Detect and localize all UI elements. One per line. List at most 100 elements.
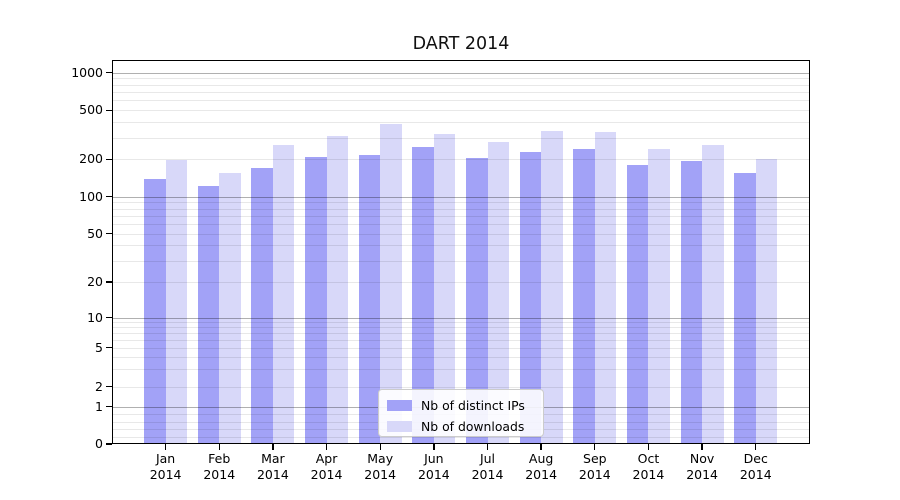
bar-ips-feb xyxy=(197,185,220,444)
gridline-minor xyxy=(112,84,810,86)
bar-downloads-mar xyxy=(272,144,295,444)
x-tick-label-jun: Jun 2014 xyxy=(417,451,450,482)
x-tick-mark xyxy=(325,444,328,450)
y-tick-label: 10 xyxy=(87,309,103,325)
x-tick-mark xyxy=(433,444,435,450)
y-tick-label: 50 xyxy=(87,225,103,241)
bar-downloads-nov xyxy=(702,145,724,444)
y-tick-mark xyxy=(106,443,112,445)
bar-ips-aug xyxy=(519,151,542,444)
gridline-minor xyxy=(112,233,810,235)
gridline-major xyxy=(112,317,810,319)
bar-downloads-apr xyxy=(326,135,349,444)
gridline-minor xyxy=(112,260,810,262)
bar-ips-jul xyxy=(466,157,488,444)
x-tick-label-jan: Jan 2014 xyxy=(149,451,182,482)
x-tick-mark xyxy=(218,444,220,450)
legend-label: Nb of distinct IPs xyxy=(421,397,525,413)
bar-ips-mar xyxy=(251,167,273,444)
legend-item: Nb of downloads xyxy=(387,417,535,435)
bar-downloads-jun xyxy=(433,133,456,444)
y-tick-mark xyxy=(106,232,112,235)
gridline-minor xyxy=(112,282,810,283)
legend: Nb of distinct IPs Nb of downloads xyxy=(378,389,544,437)
bars-layer xyxy=(112,60,810,444)
bar-downloads-jan xyxy=(165,160,188,444)
x-tick-label-mar: Mar 2014 xyxy=(256,451,289,482)
bar-downloads-dec xyxy=(755,159,778,444)
gridline-minor xyxy=(112,332,810,334)
x-tick-label-nov: Nov 2014 xyxy=(686,451,718,482)
bar-ips-may xyxy=(358,155,381,444)
y-tick-label: 200 xyxy=(79,151,103,167)
bar-downloads-may xyxy=(380,123,402,444)
y-tick-label: 5 xyxy=(95,339,103,355)
bar-ips-dec xyxy=(734,172,756,444)
bar-ips-oct xyxy=(626,165,649,444)
y-tick-mark xyxy=(106,405,112,408)
legend-swatch xyxy=(387,420,412,432)
gridline-minor xyxy=(112,327,810,329)
gridline-minor xyxy=(112,110,810,112)
x-tick-mark xyxy=(272,444,274,450)
gridline-minor xyxy=(112,100,810,102)
y-tick-label: 1000 xyxy=(71,64,103,80)
plot-area xyxy=(112,60,810,444)
gridline-minor xyxy=(112,215,810,217)
gridline-minor xyxy=(112,78,810,80)
y-tick-mark xyxy=(106,109,112,111)
bar-ips-nov xyxy=(680,160,703,444)
gridline-minor xyxy=(112,223,810,225)
legend-swatch xyxy=(387,399,412,411)
gridline-minor xyxy=(112,386,810,388)
x-tick-mark xyxy=(540,444,542,450)
gridline-minor xyxy=(112,137,810,139)
x-tick-label-aug: Aug 2014 xyxy=(525,451,558,482)
gridline-minor xyxy=(112,322,810,324)
grid-layer xyxy=(112,60,810,444)
gridline-minor xyxy=(112,436,810,438)
x-tick-mark xyxy=(755,444,757,450)
x-tick-mark xyxy=(164,444,167,450)
gridline-minor xyxy=(112,339,810,341)
x-tick-label-oct: Oct 2014 xyxy=(632,451,665,482)
gridline-minor xyxy=(112,356,810,358)
y-tick-mark xyxy=(106,316,112,319)
x-tick-label-dec: Dec 2014 xyxy=(739,451,772,482)
x-tick-label-apr: Apr 2014 xyxy=(310,451,343,482)
x-tick-label-may: May 2014 xyxy=(364,451,397,482)
y-tick-label: 20 xyxy=(87,274,103,289)
gridline-minor xyxy=(112,92,810,94)
gridline-minor xyxy=(112,202,810,204)
x-tick-mark xyxy=(647,444,650,450)
x-tick-mark xyxy=(486,444,489,450)
y-tick-mark xyxy=(106,385,112,388)
y-tick-label: 500 xyxy=(79,102,103,118)
y-tick-mark xyxy=(106,158,112,160)
gridline-minor xyxy=(112,208,810,210)
y-tick-label: 100 xyxy=(79,188,103,204)
x-tick-label-feb: Feb 2014 xyxy=(203,451,236,482)
gridline-minor xyxy=(112,347,810,349)
x-tick-mark xyxy=(594,444,596,450)
bar-downloads-oct xyxy=(648,149,670,444)
gridline-minor xyxy=(112,122,810,124)
legend-item: Nb of distinct IPs xyxy=(387,396,535,414)
x-tick-mark xyxy=(701,444,703,450)
y-tick-mark xyxy=(106,346,112,349)
bar-downloads-aug xyxy=(541,130,563,444)
gridline-major xyxy=(112,196,810,198)
y-tick-mark xyxy=(106,196,112,198)
legend-label: Nb of downloads xyxy=(421,418,525,434)
gridline-minor xyxy=(112,159,810,161)
x-tick-mark xyxy=(379,444,381,450)
bar-downloads-sep xyxy=(594,132,617,444)
x-tick-label-sep: Sep 2014 xyxy=(578,451,611,482)
bar-downloads-jul xyxy=(487,142,509,444)
y-tick-label: 1 xyxy=(95,398,103,414)
bar-ips-apr xyxy=(305,156,327,444)
y-tick-mark xyxy=(106,72,112,74)
gridline-minor xyxy=(112,369,810,371)
gridline-major xyxy=(112,72,810,74)
